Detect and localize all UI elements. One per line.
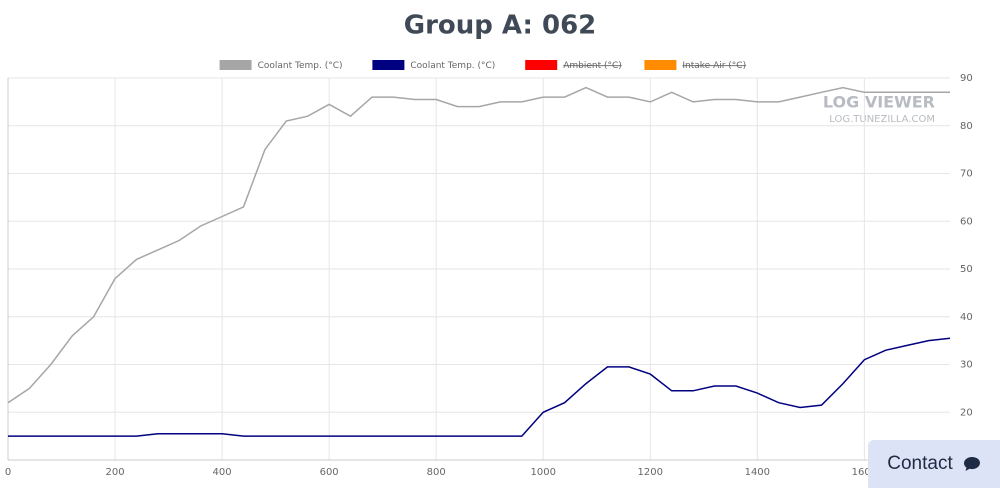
x-tick-label: 800 — [427, 467, 446, 478]
legend: Coolant Temp. (°C) Coolant Temp. (°C) Ambi… — [219, 60, 746, 71]
x-tick-label: 400 — [213, 467, 232, 478]
y-tick-label: 20 — [960, 407, 973, 418]
series-line — [8, 337, 951, 437]
legend-label: Coolant Temp. (°C) — [258, 61, 343, 71]
series-line — [7, 86, 950, 404]
x-tick-label: 1400 — [745, 467, 770, 478]
x-tick-label: 600 — [320, 467, 339, 478]
x-tick-label: 0 — [5, 467, 11, 478]
legend-label: Ambient (°C) — [563, 61, 622, 71]
y-tick-label: 40 — [960, 312, 973, 323]
legend-swatch — [219, 60, 252, 70]
watermark-sub: LOG.TUNEZILLA.COM — [829, 114, 935, 125]
y-tick-label: 60 — [960, 216, 973, 227]
x-tick-label: 1200 — [638, 467, 663, 478]
chat-icon — [963, 457, 980, 471]
legend-label: Coolant Temp. (°C) — [410, 61, 495, 71]
chart-title: Group A: 062 — [404, 11, 597, 41]
legend-swatch — [525, 60, 558, 70]
x-tick-label: 1600 — [852, 467, 877, 478]
y-tick-label: 70 — [960, 169, 973, 180]
contact-button[interactable]: Contact — [868, 440, 1000, 488]
legend-swatch — [372, 60, 405, 70]
legend-swatch — [644, 60, 677, 70]
y-tick-label: 50 — [960, 264, 973, 275]
contact-label: Contact — [887, 453, 953, 474]
legend-label: Intake Air (°C) — [682, 61, 746, 71]
x-tick-label: 200 — [105, 467, 124, 478]
y-tick-label: 80 — [960, 121, 973, 132]
watermark: LOG VIEWER — [823, 93, 935, 112]
y-tick-label: 90 — [960, 73, 973, 84]
y-tick-label: 30 — [960, 360, 973, 371]
x-tick-label: 1000 — [531, 467, 556, 478]
